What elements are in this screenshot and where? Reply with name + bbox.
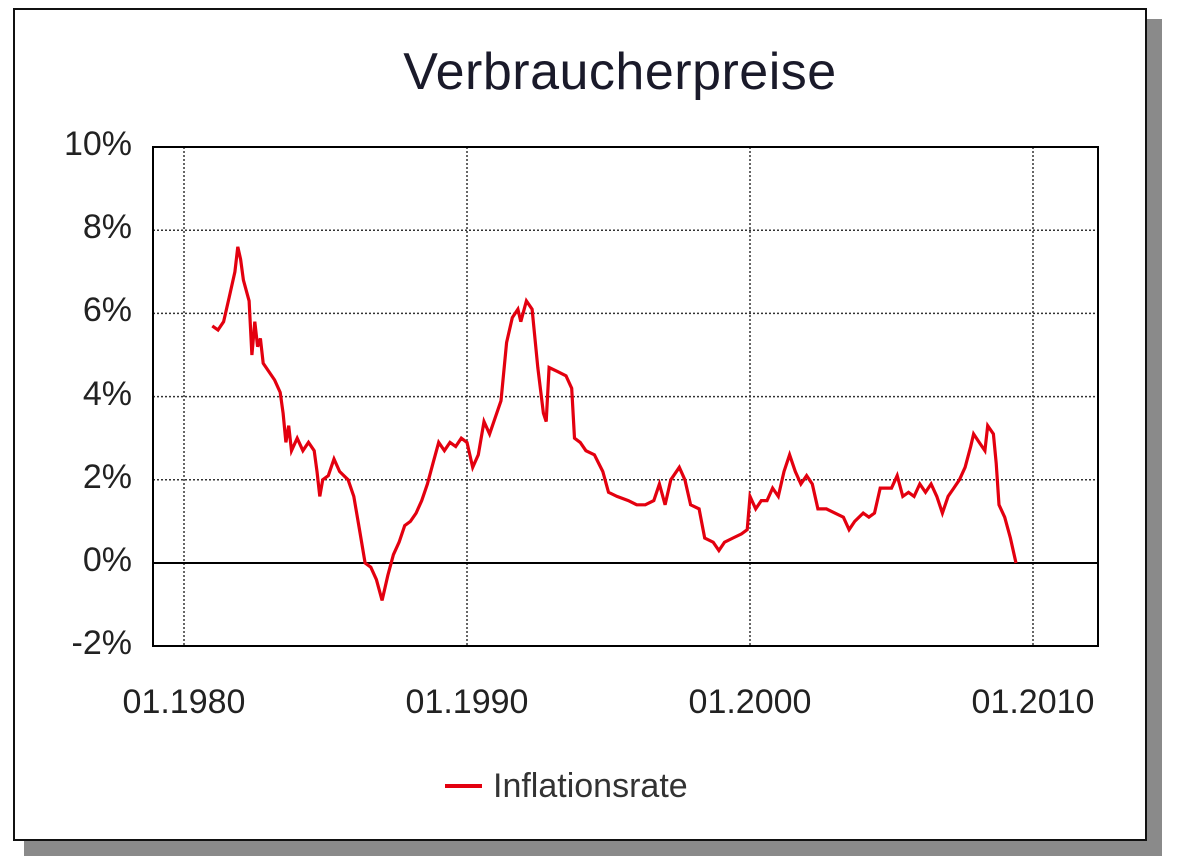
- x-tick-label: 01.2000: [688, 683, 812, 721]
- y-tick-label: 6%: [82, 291, 132, 330]
- series-line-inflationsrate: [211, 246, 1018, 601]
- y-tick-label: -2%: [71, 624, 132, 663]
- y-tick-label: 0%: [82, 541, 132, 579]
- x-tick-label: 01.1990: [405, 683, 529, 721]
- y-tick-label: 10%: [63, 125, 132, 163]
- chart-title: Verbraucherpreise: [403, 43, 837, 101]
- y-tick-label: 4%: [82, 374, 132, 413]
- plot-border: [152, 146, 1099, 647]
- y-tick-label: 2%: [82, 457, 132, 496]
- x-tick-label: 01.1980: [122, 683, 246, 721]
- x-tick-label: 01.2010: [971, 683, 1095, 721]
- y-tick-label: 8%: [82, 208, 132, 247]
- legend-line-icon: [445, 784, 482, 788]
- legend-label: Inflationsrate: [493, 766, 688, 805]
- grid-lines: [153, 147, 1098, 646]
- legend: Inflationsrate: [445, 764, 688, 808]
